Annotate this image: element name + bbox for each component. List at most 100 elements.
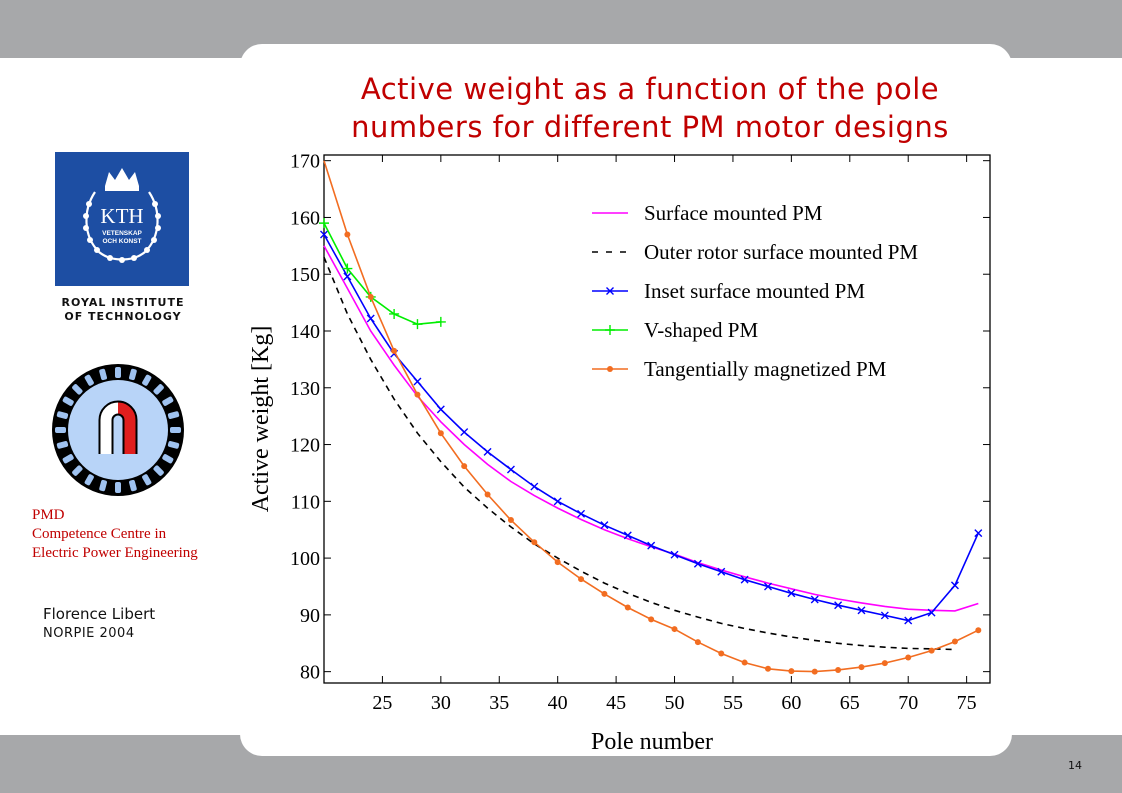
data-point-plus-marker xyxy=(435,316,446,327)
y-tick-label: 110 xyxy=(291,491,320,513)
y-tick-label: 150 xyxy=(290,264,320,286)
data-point-dot-marker xyxy=(554,559,561,566)
kth-logo: KTH VETENSKAP OCH KONST xyxy=(55,152,189,286)
series-line-4 xyxy=(323,222,441,326)
data-point-x-marker xyxy=(623,531,632,540)
data-point-dot-marker xyxy=(624,604,631,611)
data-point-x-marker xyxy=(320,230,328,239)
data-point-dot-marker xyxy=(437,430,444,437)
page-number: 14 xyxy=(1068,759,1082,772)
data-point-x-marker xyxy=(343,272,352,281)
data-point-x-marker xyxy=(740,575,749,584)
data-point-dot-marker xyxy=(344,231,351,238)
kth-wordmark: KTH xyxy=(100,204,143,228)
pmd-line3: Electric Power Engineering xyxy=(32,545,198,561)
content-panel xyxy=(240,44,1012,756)
x-tick-label: 30 xyxy=(431,692,451,714)
data-point-x-marker xyxy=(606,287,614,295)
y-tick-label: 160 xyxy=(290,207,320,229)
data-point-x-marker xyxy=(600,521,609,530)
data-point-x-marker xyxy=(904,616,913,625)
data-point-dot-marker xyxy=(578,576,585,583)
data-point-dot-marker xyxy=(484,491,491,498)
series-line-2 xyxy=(323,256,955,651)
pmd-logo xyxy=(50,362,186,498)
data-point-x-marker xyxy=(834,601,843,610)
data-point-x-marker xyxy=(530,482,539,491)
data-point-dot-marker xyxy=(391,347,398,354)
x-tick-label: 75 xyxy=(957,692,977,714)
kth-crest-icon: KTH VETENSKAP OCH KONST xyxy=(55,152,189,286)
data-point-x-marker xyxy=(647,541,656,550)
legend-label-2: Outer rotor surface mounted PM xyxy=(644,240,918,264)
legend-label-1: Surface mounted PM xyxy=(644,201,823,225)
data-point-plus-marker xyxy=(342,263,353,274)
magnet-motor-icon xyxy=(52,364,184,496)
legend-label-3: Inset surface mounted PM xyxy=(644,279,865,303)
data-point-dot-marker xyxy=(928,647,935,654)
data-point-dot-marker xyxy=(951,638,958,645)
x-tick-label: 70 xyxy=(898,692,918,714)
data-point-x-marker xyxy=(413,377,422,386)
data-point-dot-marker xyxy=(788,668,795,675)
data-point-dot-marker xyxy=(531,539,538,546)
slide-title-line1: Active weight as a function of the pole xyxy=(360,72,940,106)
data-point-dot-marker xyxy=(694,639,701,646)
plot-frame xyxy=(323,154,991,684)
data-point-x-marker xyxy=(483,447,492,456)
pmd-line2: Competence Centre in xyxy=(32,526,167,542)
data-point-x-marker xyxy=(857,606,866,615)
y-tick-label: 100 xyxy=(290,548,320,570)
data-point-dot-marker xyxy=(811,668,818,675)
data-point-x-marker xyxy=(553,497,562,506)
y-axis-label: Active weight [Kg] xyxy=(248,326,274,513)
slide-title-line2: numbers for different PM motor designs xyxy=(351,110,949,144)
y-tick-label: 90 xyxy=(300,605,320,627)
series-line-1 xyxy=(323,245,979,612)
data-point-x-marker xyxy=(460,428,469,437)
x-tick-label: 50 xyxy=(665,692,685,714)
author-name: Florence Libert xyxy=(43,605,156,623)
weight-vs-pole-chart: 25 30 35 40 45 50 55 60 65 70 75 80 90 100 110 120 130 14… xyxy=(248,151,991,755)
data-point-x-marker xyxy=(787,589,796,598)
data-point-x-marker xyxy=(810,595,819,604)
legend-label-5: Tangentially magnetized PM xyxy=(644,357,887,381)
data-point-x-marker xyxy=(670,550,679,559)
data-point-dot-marker xyxy=(607,366,613,372)
kth-ring-text-1: VETENSKAP xyxy=(102,230,142,237)
data-point-plus-marker xyxy=(605,325,615,335)
data-point-x-marker xyxy=(577,509,586,518)
data-point-dot-marker xyxy=(975,627,982,634)
x-tick-label: 40 xyxy=(548,692,568,714)
data-point-dot-marker xyxy=(461,463,468,470)
slide-title: Active weight as a function of the pole … xyxy=(300,70,1000,146)
data-point-dot-marker xyxy=(507,517,514,524)
kth-caption: ROYAL INSTITUTE OF TECHNOLOGY xyxy=(48,296,198,324)
kth-caption-line1: ROYAL INSTITUTE xyxy=(61,296,185,309)
data-point-dot-marker xyxy=(671,626,678,633)
x-axis-label: Pole number xyxy=(591,729,713,755)
legend-label-4: V-shaped PM xyxy=(644,318,758,342)
data-point-x-marker xyxy=(506,465,515,474)
data-point-x-marker xyxy=(764,582,772,591)
data-point-dot-marker xyxy=(881,660,888,667)
x-tick-label: 35 xyxy=(489,692,509,714)
data-point-x-marker xyxy=(717,567,726,576)
x-tick-label: 60 xyxy=(781,692,801,714)
conference-name: NORPIE 2004 xyxy=(43,626,135,641)
data-point-dot-marker xyxy=(741,659,748,666)
x-tick-label: 45 xyxy=(606,692,626,714)
data-point-dot-marker xyxy=(367,293,374,300)
y-tick-label: 130 xyxy=(290,378,320,400)
data-point-dot-marker xyxy=(718,650,725,657)
y-tick-label: 120 xyxy=(290,435,320,457)
data-point-plus-marker xyxy=(319,218,329,229)
series-line-5 xyxy=(323,160,979,673)
y-tick-label: 170 xyxy=(290,151,320,173)
data-point-x-marker xyxy=(366,314,375,323)
x-tick-label: 65 xyxy=(840,692,860,714)
x-tick-label: 55 xyxy=(723,692,743,714)
data-point-x-marker xyxy=(950,581,959,590)
data-point-x-marker xyxy=(880,611,889,620)
data-point-plus-marker xyxy=(389,308,400,319)
